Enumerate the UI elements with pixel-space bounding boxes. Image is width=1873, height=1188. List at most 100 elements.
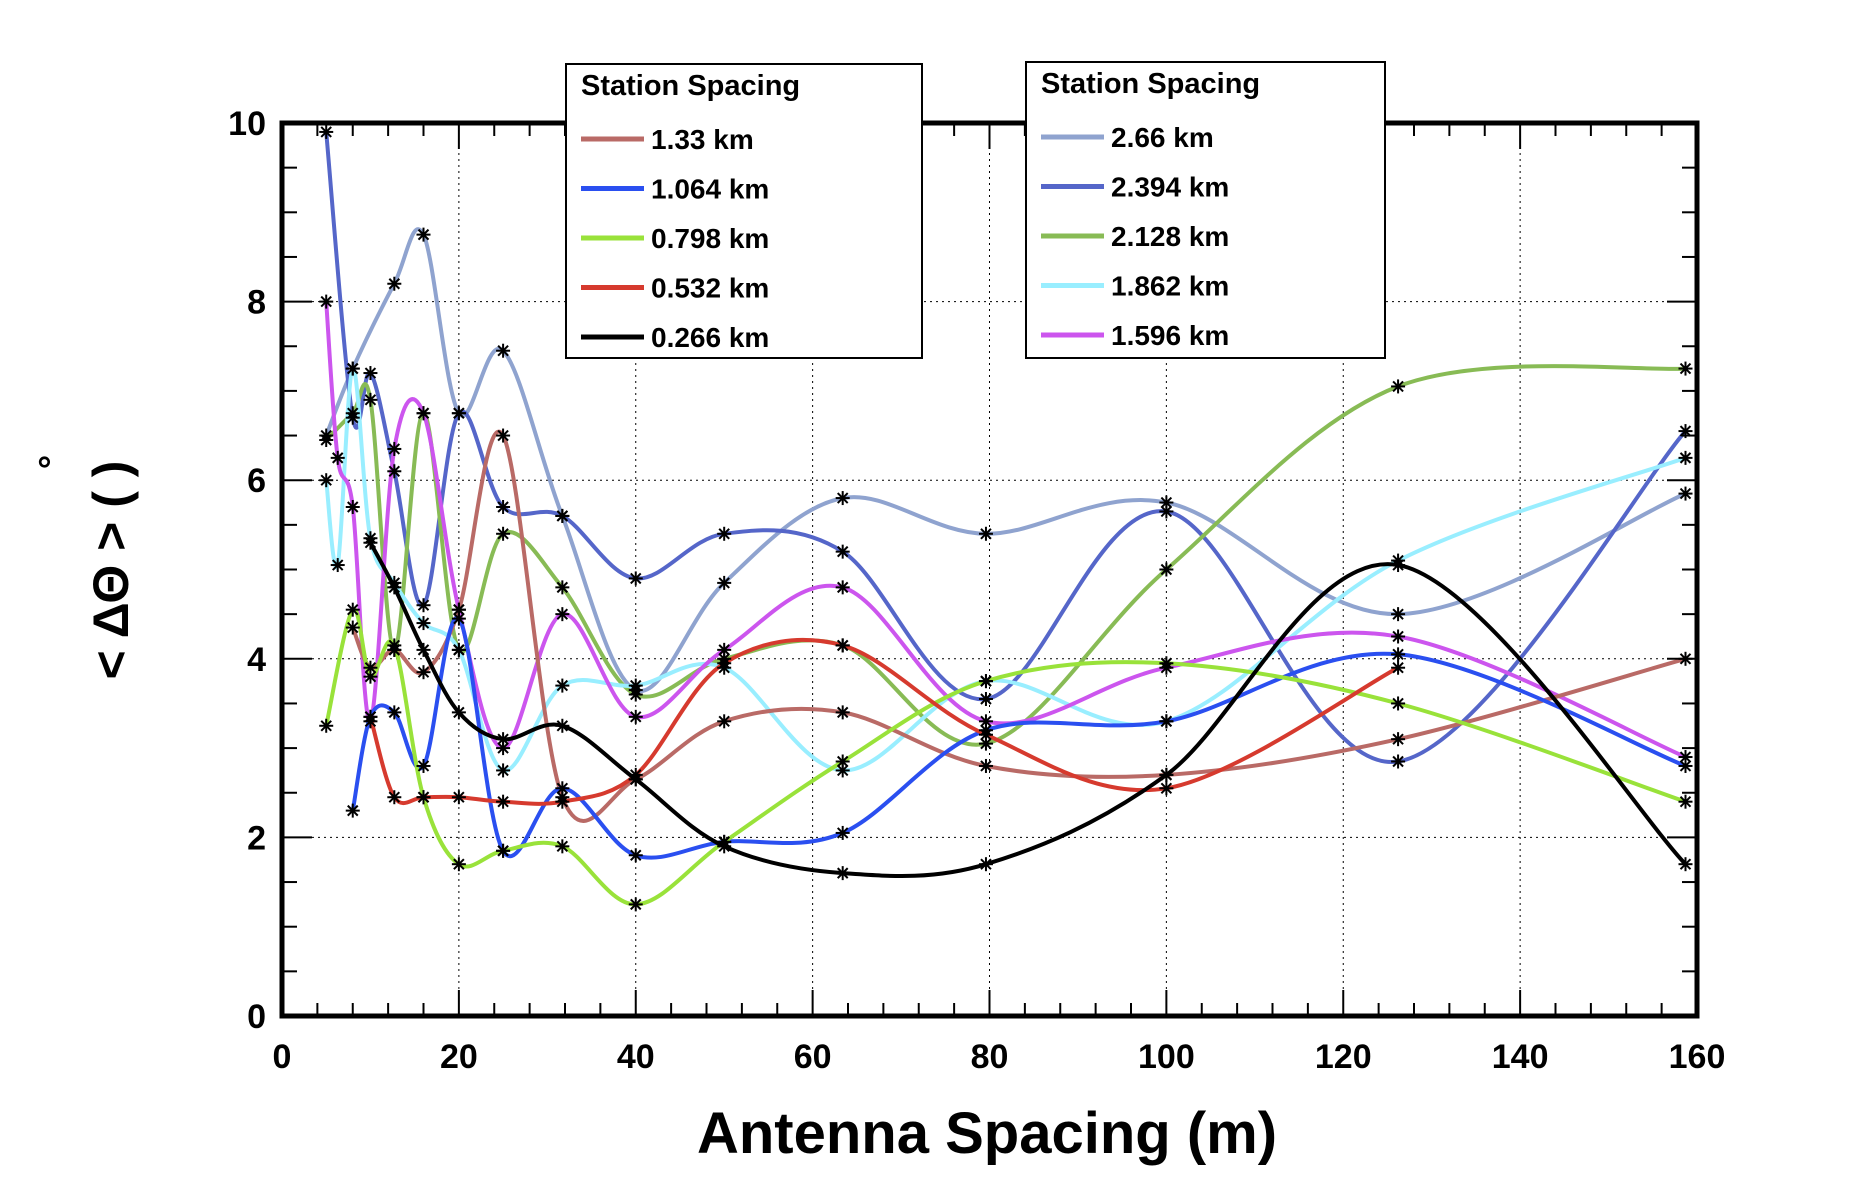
x-tick-label: 120	[1315, 1038, 1372, 1076]
data-point-0-532-km	[496, 794, 511, 809]
data-point-0-798-km	[451, 857, 466, 872]
data-point-2-394-km	[387, 464, 402, 479]
x-tick-label: 60	[794, 1038, 832, 1076]
data-point-0-798-km	[496, 843, 511, 858]
data-point-1-064-km	[1159, 714, 1174, 729]
series-line-0-798-km	[324, 607, 1688, 907]
data-point-0-266-km	[835, 866, 850, 881]
data-point-2-66-km	[416, 227, 431, 242]
legend-label: 0.532 km	[651, 273, 769, 304]
data-point-0-266-km	[1678, 857, 1693, 872]
x-tick-label: 140	[1492, 1038, 1549, 1076]
data-point-2-128-km	[345, 406, 360, 421]
series-line-1-862-km	[324, 366, 1688, 773]
data-point-1-33-km	[1391, 732, 1406, 747]
data-point-1-862-km	[416, 616, 431, 631]
data-point-2-394-km	[416, 598, 431, 613]
data-point-1-33-km	[416, 665, 431, 680]
data-point-2-128-km	[1391, 379, 1406, 394]
data-point-0-266-km	[496, 732, 511, 747]
data-point-0-798-km	[387, 638, 402, 653]
data-point-0-798-km	[1678, 794, 1693, 809]
data-point-1-596-km	[416, 406, 431, 421]
y-tick-label: 6	[247, 462, 266, 500]
y-tick-label: 4	[247, 641, 266, 679]
data-point-0-798-km	[1391, 696, 1406, 711]
data-point-0-266-km	[555, 718, 570, 733]
data-point-2-66-km	[717, 575, 732, 590]
data-point-2-66-km	[978, 526, 993, 541]
x-tick-label: 0	[273, 1038, 292, 1076]
data-point-1-862-km	[628, 678, 643, 693]
data-point-0-266-km	[1159, 767, 1174, 782]
x-tick-label: 80	[971, 1038, 1009, 1076]
data-point-2-394-km	[1391, 754, 1406, 769]
legend-title: Station Spacing	[581, 70, 800, 102]
data-point-0-266-km	[717, 839, 732, 854]
data-point-1-064-km	[555, 781, 570, 796]
data-point-1-596-km	[330, 450, 345, 465]
data-point-1-862-km	[1678, 450, 1693, 465]
x-axis-title: Antenna Spacing (m)	[697, 1101, 1277, 1166]
data-point-2-66-km	[835, 491, 850, 506]
data-point-1-064-km	[628, 848, 643, 863]
data-point-2-128-km	[496, 526, 511, 541]
legend-box	[1025, 61, 1386, 359]
data-point-0-798-km	[978, 674, 993, 689]
legend-box	[565, 63, 923, 359]
legend-label: 1.33 km	[651, 124, 754, 155]
data-point-2-394-km	[496, 499, 511, 514]
data-point-0-532-km	[416, 790, 431, 805]
series-line-2-128-km	[324, 364, 1688, 747]
data-point-0-798-km	[628, 897, 643, 912]
legend-label: 1.862 km	[1111, 271, 1229, 302]
data-point-2-394-km	[319, 124, 334, 139]
data-point-1-33-km	[978, 758, 993, 773]
legend-label: 2.394 km	[1111, 172, 1229, 203]
data-point-1-064-km	[345, 803, 360, 818]
data-point-2-128-km	[1678, 361, 1693, 376]
data-point-0-266-km	[451, 705, 466, 720]
data-point-1-862-km	[330, 558, 345, 573]
y-tick-label: 0	[247, 998, 266, 1036]
x-tick-label: 40	[617, 1038, 655, 1076]
data-point-1-064-km	[1678, 758, 1693, 773]
data-point-0-532-km	[363, 709, 378, 724]
series-lines	[324, 129, 1688, 907]
data-point-0-532-km	[835, 638, 850, 653]
series-line-0-266-km	[368, 540, 1688, 879]
data-point-1-862-km	[835, 763, 850, 778]
data-point-0-798-km	[1159, 656, 1174, 671]
y-axis-title: < ΔΘ > ( )	[83, 461, 139, 680]
data-point-1-596-km	[835, 580, 850, 595]
data-point-1-596-km	[387, 441, 402, 456]
data-point-0-266-km	[416, 642, 431, 657]
data-point-1-596-km	[628, 709, 643, 724]
data-point-0-532-km	[1159, 781, 1174, 796]
data-point-1-064-km	[387, 705, 402, 720]
data-point-2-66-km	[1678, 486, 1693, 501]
x-tick-label: 160	[1669, 1038, 1726, 1076]
data-markers	[319, 124, 1693, 912]
data-point-2-394-km	[835, 544, 850, 559]
data-point-1-33-km	[345, 620, 360, 635]
data-point-0-798-km	[345, 602, 360, 617]
data-point-0-798-km	[319, 718, 334, 733]
data-point-2-66-km	[496, 343, 511, 358]
data-point-1-064-km	[1391, 647, 1406, 662]
data-point-1-862-km	[496, 763, 511, 778]
y-tick-label: 10	[228, 105, 266, 143]
series-line-1-596-km	[324, 299, 1688, 759]
data-point-0-266-km	[387, 580, 402, 595]
grid	[282, 123, 1697, 1016]
data-point-0-266-km	[628, 772, 643, 787]
data-point-2-394-km	[978, 691, 993, 706]
data-point-1-596-km	[1391, 629, 1406, 644]
data-point-2-394-km	[363, 366, 378, 381]
legend-label: 0.798 km	[651, 223, 769, 254]
legend-label: 2.128 km	[1111, 221, 1229, 252]
data-point-0-266-km	[978, 857, 993, 872]
data-point-1-596-km	[345, 499, 360, 514]
data-point-0-532-km	[555, 794, 570, 809]
